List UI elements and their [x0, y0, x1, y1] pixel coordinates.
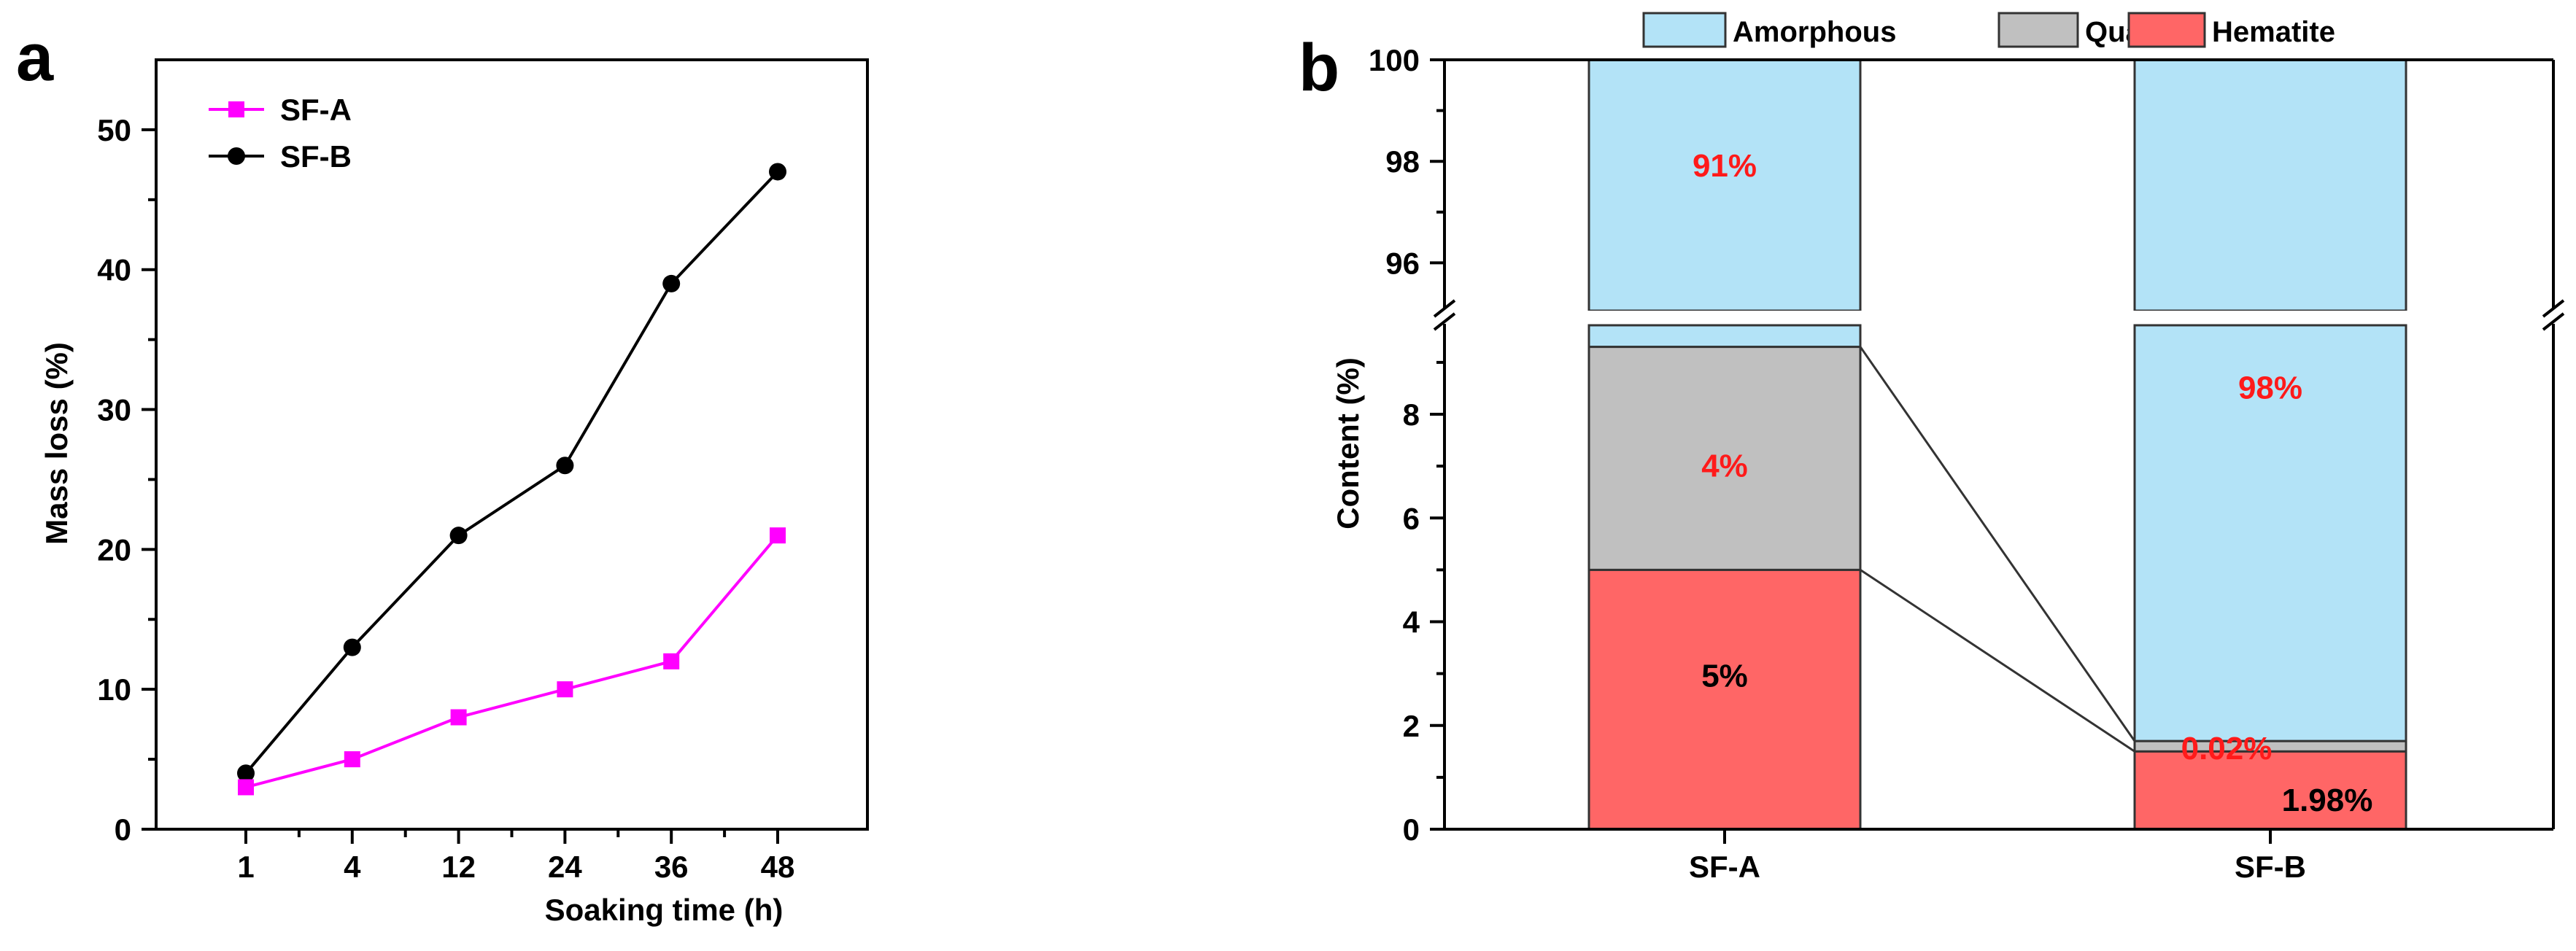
series-line-sf-b: [244, 171, 779, 775]
data-point-sf-a: [344, 751, 360, 768]
axis-break-mark: [2542, 299, 2565, 318]
data-point-sf-b: [237, 764, 255, 783]
data-point-sf-a: [450, 709, 467, 726]
axis-break-mark: [2542, 312, 2565, 331]
value-label-hematite-sf-a: 5%: [1701, 658, 1748, 694]
bar-amorphous-lower-sf-a: [1587, 324, 1862, 349]
data-point-sf-b: [343, 638, 361, 656]
axis-break-mark: [1433, 299, 1456, 318]
panel-a-plot-frame: [155, 58, 869, 831]
panel-b-y-tick-label: 0: [1403, 812, 1420, 847]
data-point-sf-b: [769, 163, 786, 181]
data-point-sf-b: [449, 527, 468, 545]
panel-b-y-tick-label: 8: [1403, 397, 1420, 432]
panel-b-x-tick-label: SF-B: [2235, 850, 2306, 884]
legend-label-hematite: Hematite: [2212, 16, 2335, 48]
panel-b-y-axis-label: Content (%): [1331, 357, 1365, 529]
bar-hematite-sf-a: [1587, 568, 1862, 831]
value-label-hematite-sf-b: 1.98%: [2282, 783, 2373, 818]
legend-swatch-quartz: [1997, 12, 2079, 48]
panel-a-y-tick-label: 40: [97, 253, 131, 287]
panel-a-label: a: [16, 20, 54, 95]
panel-a-y-tick-label: 50: [97, 113, 131, 147]
panel-a-y-tick-label: 30: [97, 393, 131, 427]
panel-b-y-tick-label: 96: [1385, 246, 1420, 280]
connector-quartz: [1859, 346, 2136, 742]
legend-swatch-hematite: [2127, 12, 2206, 48]
panel-a-x-tick-label: 12: [441, 850, 476, 884]
panel-a-x-tick-label: 24: [548, 850, 582, 884]
data-point-sf-a: [557, 681, 573, 698]
bar-hematite-sf-b: [2133, 750, 2407, 831]
data-point-sf-a: [663, 653, 680, 669]
panel-a-x-tick-label: 1: [237, 850, 254, 884]
panel-b-y-tick-label: 6: [1403, 501, 1420, 535]
panel-b-y-tick-label: 98: [1385, 144, 1420, 179]
bar-amorphous-lower-sf-b: [2133, 324, 2407, 742]
legend-label-sf-b: SF-B: [280, 139, 352, 174]
panel-a-y-axis-label: Mass loss (%): [39, 342, 74, 545]
connector-hematite: [1860, 569, 2135, 753]
panel-a-y-tick-label: 10: [97, 672, 131, 707]
bar-quartz-sf-a: [1587, 346, 1862, 571]
value-label-quartz-sf-a: 4%: [1701, 448, 1748, 484]
panel-a-x-tick-label: 4: [344, 850, 361, 884]
legend-label-sf-a: SF-A: [280, 93, 352, 127]
panel-a-y-tick-label: 0: [115, 812, 131, 847]
legend-label-amorphous: Amorphous: [1733, 16, 1896, 48]
data-point-sf-a: [238, 779, 254, 796]
bar-amorphous-upper-sf-b: [2133, 58, 2407, 312]
panel-b-y-tick-label: 100: [1369, 43, 1420, 77]
panel-a-x-axis-label: Soaking time (h): [545, 893, 784, 927]
value-label-amorphous-sf-a: 91%: [1693, 148, 1757, 184]
value-label-quartz-sf-b: 0.02%: [2181, 731, 2273, 766]
axis-break-mark: [1433, 312, 1456, 331]
panel-a-y-tick-label: 20: [97, 532, 131, 567]
panel-a-x-tick-label: 48: [761, 850, 795, 884]
axis-break-gap: [1423, 311, 2575, 321]
value-label-amorphous-sf-b: 98%: [2238, 370, 2302, 406]
data-point-sf-b: [662, 274, 681, 292]
panel-a-line-chart: a 0 10 20 30 40 50 1 4 12 24 36 48 SF-A SF-B Soakin…: [16, 20, 869, 927]
panel-b-label: b: [1299, 31, 1339, 105]
panel-b-x-tick-label: SF-A: [1689, 850, 1760, 884]
legend-swatch-amorphous: [1642, 12, 1727, 48]
data-point-sf-b: [556, 457, 574, 475]
data-point-sf-a: [770, 527, 786, 544]
legend-marker-sf-b: [228, 147, 245, 165]
series-line-sf-a: [245, 534, 779, 789]
legend-marker-sf-a: [228, 101, 244, 117]
panel-a-x-tick-label: 36: [654, 850, 689, 884]
panel-b-y-tick-label: 4: [1403, 605, 1420, 640]
panel-b-y-tick-label: 2: [1403, 709, 1420, 743]
bar-amorphous-upper-sf-a: [1587, 58, 1862, 312]
